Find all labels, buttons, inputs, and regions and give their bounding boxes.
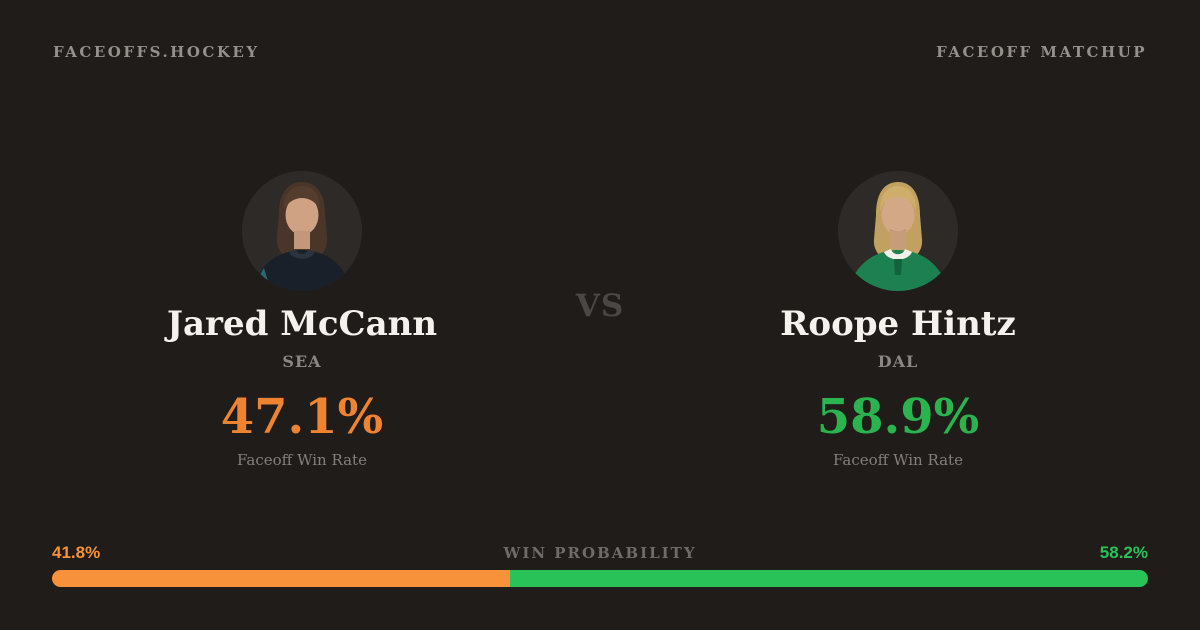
player-avatar-right — [838, 171, 958, 291]
header-context-label: FACEOFF MATCHUP — [936, 43, 1147, 61]
player-name: Roope Hintz — [780, 304, 1016, 344]
win-probability-right-value: 58.2% — [1099, 543, 1148, 562]
win-probability-bar-left-segment — [52, 570, 511, 587]
vs-label: VS — [575, 288, 625, 324]
player-card-right: Roope Hintz DAL 58.9% Faceoff Win Rate — [648, 171, 1148, 469]
win-probability-bar-right-segment — [510, 570, 1148, 587]
header: FACEOFFS.HOCKEY FACEOFF MATCHUP — [53, 43, 1147, 61]
faceoff-win-rate-value: 47.1% — [220, 389, 384, 445]
faceoff-win-rate-label: Faceoff Win Rate — [237, 451, 367, 469]
player-silhouette-icon — [838, 171, 958, 291]
player-card-left: Jared McCann SEA 47.1% Faceoff Win Rate — [52, 171, 552, 469]
player-avatar-left — [242, 171, 362, 291]
faceoff-win-rate-label: Faceoff Win Rate — [833, 451, 963, 469]
player-team: DAL — [877, 352, 919, 371]
win-probability-left-value: 41.8% — [52, 543, 101, 562]
win-probability-title: WIN PROBABILITY — [503, 544, 697, 562]
player-name: Jared McCann — [166, 304, 438, 344]
player-silhouette-icon — [242, 171, 362, 291]
brand-logo: FACEOFFS.HOCKEY — [53, 43, 260, 61]
win-probability-labels: 41.8% WIN PROBABILITY 58.2% — [52, 543, 1148, 563]
player-team: SEA — [282, 352, 322, 371]
faceoff-win-rate-value: 58.9% — [816, 389, 980, 445]
win-probability-bar — [52, 570, 1148, 587]
